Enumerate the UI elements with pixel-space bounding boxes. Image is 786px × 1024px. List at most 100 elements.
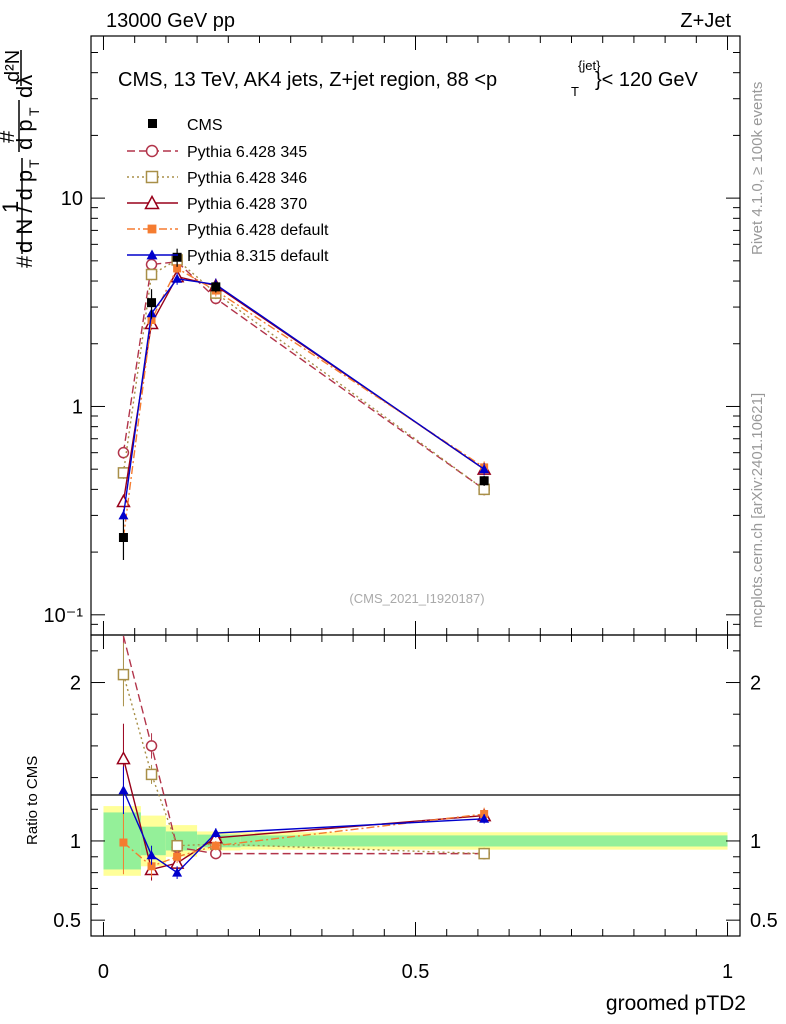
legend-marker bbox=[145, 170, 159, 184]
y-title-hash: # bbox=[12, 255, 37, 268]
ratio-point bbox=[116, 751, 131, 765]
plot-title-sup: {jet} bbox=[578, 58, 601, 73]
legend-entry-3: Pythia 6.428 default bbox=[127, 222, 329, 239]
y-title-t-sub: T bbox=[26, 159, 42, 168]
series-line-4 bbox=[122, 278, 485, 516]
ratio-tick-label-right: 2 bbox=[750, 673, 761, 695]
ratio-tick-label-left: 1 bbox=[70, 831, 81, 853]
ratio-tick-label-right: 1 bbox=[750, 831, 761, 853]
plot-title-sub: T bbox=[571, 84, 579, 99]
legend-entry-cms: CMS bbox=[148, 117, 223, 134]
y-title-hash-2: # bbox=[0, 130, 19, 143]
legend-marker-cms bbox=[148, 119, 157, 128]
series-point bbox=[116, 493, 131, 508]
main-series-layer bbox=[116, 253, 492, 544]
series-point bbox=[479, 464, 490, 474]
ratio-panel-frame bbox=[90, 634, 741, 937]
legend-label: Pythia 6.428 345 bbox=[187, 144, 307, 161]
ratio-tick-label-left: 0.5 bbox=[53, 910, 81, 932]
y-title-dpt: d p bbox=[12, 119, 37, 150]
ratio-uncertainty-bands bbox=[103, 806, 728, 876]
data-point bbox=[172, 252, 182, 262]
main-y-axis-title: # d N / d p T 1 d p T # dλ d²N bbox=[0, 50, 42, 268]
y-title-t-sub-2: T bbox=[26, 107, 42, 116]
plot-title-prefix: CMS, 13 TeV, AK4 jets, Z+jet region, 88 … bbox=[118, 69, 497, 91]
ratio-tick-label-right: 0.5 bbox=[750, 910, 778, 932]
main-data-layer bbox=[118, 248, 489, 560]
x-tick-label: 0 bbox=[98, 961, 109, 983]
series-point bbox=[172, 273, 183, 283]
y-title-dn: d N / d p bbox=[12, 170, 37, 253]
series-point bbox=[117, 446, 130, 459]
ratio-point bbox=[145, 740, 158, 752]
series-point bbox=[145, 258, 158, 271]
legend-entry-4: Pythia 8.315 default bbox=[127, 248, 329, 265]
legend-marker bbox=[145, 144, 159, 158]
y-tick-label: 10 bbox=[61, 188, 83, 210]
y-title-dlambda: dλ bbox=[12, 75, 37, 98]
ratio-point bbox=[479, 813, 490, 823]
rivet-version-label: Rivet 4.1.0, ≥ 100k events bbox=[749, 82, 766, 255]
legend-entry-0: Pythia 6.428 345 bbox=[127, 144, 307, 161]
energy-label: 13000 GeV pp bbox=[106, 10, 235, 32]
x-axis-title: groomed pTD2 bbox=[606, 992, 746, 1015]
y-tick-label: 1 bbox=[72, 396, 83, 418]
ratio-tick-label-left: 2 bbox=[70, 673, 81, 695]
data-point bbox=[147, 298, 157, 308]
mcplots-source-label: mcplots.cern.ch [arXiv:2401.10621] bbox=[749, 393, 766, 628]
data-point bbox=[118, 532, 128, 542]
main-axis-ticks: 10⁻¹ 1 10 bbox=[44, 35, 740, 636]
ratio-point bbox=[210, 828, 221, 838]
ratio-point bbox=[171, 839, 183, 852]
legend-label: Pythia 8.315 default bbox=[187, 248, 329, 265]
legend-label-cms: CMS bbox=[187, 117, 223, 134]
y-tick-label: 10⁻¹ bbox=[44, 605, 84, 627]
ratio-point bbox=[211, 841, 220, 850]
series-point bbox=[173, 264, 182, 273]
ratio-point bbox=[172, 867, 183, 877]
data-point bbox=[211, 282, 221, 292]
legend-marker bbox=[147, 224, 157, 234]
ratio-point bbox=[146, 850, 157, 860]
legend-label: Pythia 6.428 346 bbox=[187, 170, 307, 187]
series-point bbox=[118, 510, 129, 520]
data-point bbox=[479, 476, 489, 486]
ratio-stat-band bbox=[240, 835, 728, 847]
series-line-2 bbox=[122, 275, 485, 502]
series-line-3 bbox=[122, 267, 485, 538]
legend-entry-1: Pythia 6.428 346 bbox=[127, 170, 307, 187]
y-title-d2n: d²N bbox=[2, 50, 24, 82]
legend-marker bbox=[146, 249, 158, 260]
x-tick-labels: 0 0.5 1 bbox=[98, 961, 733, 983]
series-point bbox=[147, 316, 156, 325]
process-label: Z+Jet bbox=[680, 10, 731, 32]
plot-title: CMS, 13 TeV, AK4 jets, Z+jet region, 88 … bbox=[118, 58, 699, 99]
series-point bbox=[145, 268, 158, 281]
legend-label: Pythia 6.428 default bbox=[187, 222, 329, 239]
plot-title-suffix: }< 120 GeV bbox=[595, 69, 699, 91]
x-tick-label: 1 bbox=[722, 961, 733, 983]
ratio-series-layer bbox=[116, 635, 492, 881]
ratio-point bbox=[117, 668, 130, 681]
ratio-panel: 0.5 0.5 1 1 2 2 bbox=[53, 634, 778, 937]
series-line-0 bbox=[122, 261, 485, 490]
x-tick-label: 0.5 bbox=[402, 961, 430, 983]
ratio-y-axis-title: Ratio to CMS bbox=[24, 756, 41, 845]
ratio-point bbox=[118, 785, 129, 795]
legend-entry-2: Pythia 6.428 370 bbox=[127, 194, 307, 213]
legend-marker bbox=[144, 194, 160, 210]
analysis-id: (CMS_2021_I1920187) bbox=[349, 591, 484, 606]
ratio-point bbox=[119, 838, 128, 847]
legend-series: Pythia 6.428 345 Pythia 6.428 346 Pythia 6… bbox=[127, 144, 329, 265]
series-point bbox=[478, 483, 490, 496]
series-line-1 bbox=[122, 259, 485, 490]
ratio-point bbox=[145, 768, 158, 781]
y-title-one: 1 bbox=[0, 201, 23, 213]
legend-label: Pythia 6.428 370 bbox=[187, 196, 307, 213]
ratio-point bbox=[173, 852, 182, 861]
ratio-axis-ticks: 0.5 0.5 1 1 2 2 bbox=[53, 635, 778, 936]
ratio-point bbox=[147, 862, 156, 871]
main-panel: 10⁻¹ 1 10 CMS, 13 TeV, AK4 jets, Z+jet reg… bbox=[44, 35, 741, 636]
